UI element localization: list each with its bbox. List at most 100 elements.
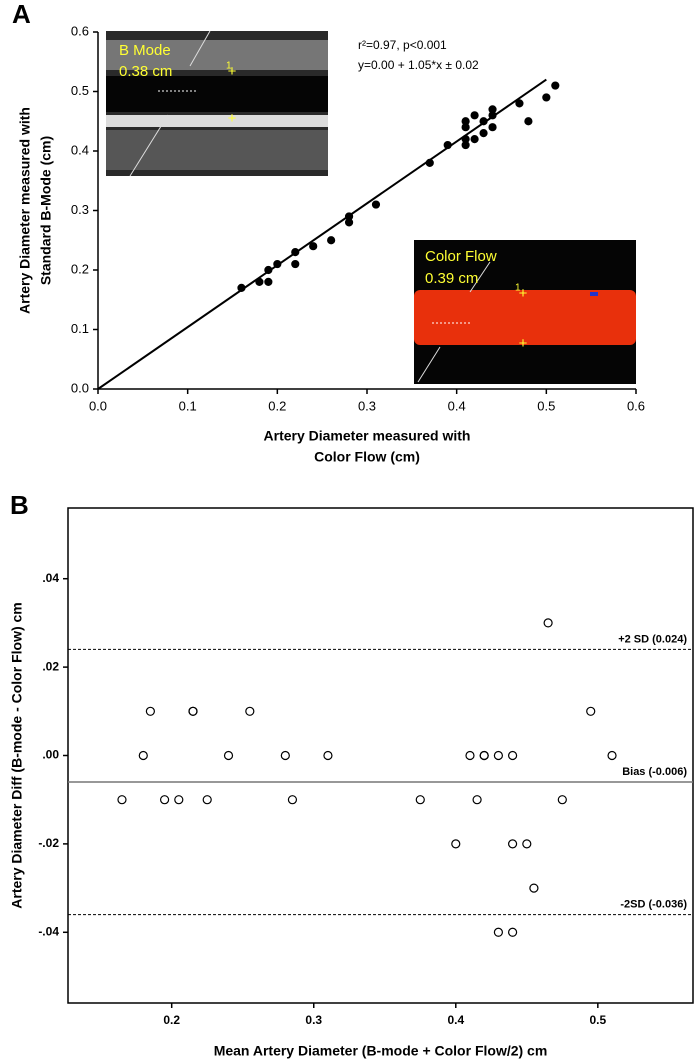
y-axis-title: Artery Diameter measured with	[17, 107, 33, 314]
data-point	[479, 117, 488, 126]
y-axis-title: Standard B-Mode (cm)	[38, 136, 54, 285]
data-point	[470, 135, 479, 144]
data-point	[273, 259, 282, 269]
y-tick-label: 0.0	[71, 380, 89, 395]
data-point	[264, 277, 273, 286]
inset-band	[106, 115, 328, 127]
data-point	[461, 135, 470, 144]
x-tick-label: 0.4	[447, 1013, 464, 1027]
x-tick-label: 0.1	[179, 398, 197, 413]
data-point	[557, 795, 567, 805]
data-point	[327, 236, 336, 245]
panel-label: B	[10, 490, 29, 520]
inset-cross: +	[228, 63, 237, 80]
inset-cross: +	[228, 110, 237, 127]
reference-label: +2 SD (0.024)	[618, 633, 687, 645]
data-point	[543, 618, 553, 628]
data-point	[461, 117, 470, 126]
x-axis-title: Color Flow (cm)	[314, 449, 420, 465]
x-tick-label: 0.2	[163, 1013, 180, 1027]
data-point	[488, 123, 497, 132]
data-point	[472, 795, 482, 805]
data-point	[145, 706, 155, 716]
data-point	[174, 795, 184, 805]
data-point	[479, 129, 488, 138]
data-point	[488, 105, 497, 114]
data-point	[159, 795, 170, 805]
x-tick-label: 0.0	[89, 398, 107, 413]
inset-measurement: 0.39 cm	[425, 270, 478, 287]
inset-pointer	[189, 30, 211, 67]
data-point	[529, 883, 539, 893]
data-point	[287, 795, 298, 805]
data-point	[465, 750, 475, 761]
y-tick-label: 0.5	[71, 83, 89, 98]
data-point	[117, 795, 127, 805]
data-point	[515, 99, 524, 108]
data-point	[309, 242, 318, 251]
x-tick-label: 0.3	[305, 1013, 322, 1027]
data-point	[607, 750, 617, 761]
y-tick-label: .04	[42, 571, 59, 585]
plot-frame	[67, 507, 694, 1004]
inset-band	[106, 40, 328, 70]
data-point	[188, 706, 198, 716]
data-point	[425, 158, 434, 167]
data-point	[443, 140, 452, 150]
x-tick-label: 0.6	[627, 398, 645, 413]
data-point	[264, 265, 273, 275]
inset-title: B Mode	[119, 42, 171, 59]
x-axis-title: Artery Diameter measured with	[264, 428, 471, 444]
inset-cross: +	[519, 285, 528, 302]
y-tick-label: -.04	[38, 924, 59, 938]
inset-pointer	[469, 261, 491, 293]
inset-pointer	[129, 114, 169, 177]
data-point	[524, 117, 533, 126]
data-point	[371, 200, 381, 209]
color-flow-inset: + + Color Flow 0.39 cm 1	[414, 240, 636, 384]
data-point	[493, 750, 503, 761]
x-tick-label: 0.5	[537, 398, 555, 413]
data-point	[291, 259, 300, 269]
y-axis-title: Artery Diameter Diff (B-mode - Color Flo…	[9, 602, 25, 908]
data-point	[280, 750, 290, 761]
y-tick-label: 0.6	[71, 23, 89, 38]
inset-band	[106, 130, 328, 170]
data-point	[551, 81, 560, 90]
b-mode-inset: + + B Mode 0.38 cm 1	[106, 30, 328, 177]
reference-label: -2SD (-0.036)	[620, 899, 687, 911]
y-tick-label: -.02	[38, 836, 59, 850]
inset-measurement: 0.38 cm	[119, 63, 172, 80]
inset-title: Color Flow	[425, 248, 497, 265]
annotation: r²=0.97, p<0.001	[358, 38, 447, 52]
inset-flow-blue	[590, 292, 598, 296]
y-tick-label: 0.2	[71, 261, 89, 276]
fit-line	[97, 78, 547, 390]
inset-marker: 1	[515, 283, 521, 294]
y-tick-label: .02	[42, 659, 59, 673]
data-point	[586, 706, 596, 716]
data-point	[237, 283, 246, 292]
data-point	[542, 93, 551, 102]
y-tick-label: .00	[42, 748, 59, 762]
x-tick-label: 0.4	[448, 398, 466, 413]
data-point	[522, 839, 532, 849]
panel-label: A	[12, 0, 31, 29]
data-point	[202, 795, 212, 805]
x-axis-title: Mean Artery Diameter (B-mode + Color Flo…	[214, 1043, 548, 1059]
y-tick-label: 0.3	[71, 202, 89, 217]
data-point	[344, 212, 354, 221]
data-point	[451, 839, 461, 849]
x-tick-label: 0.5	[589, 1013, 606, 1027]
data-point	[415, 795, 425, 805]
data-point	[508, 927, 518, 937]
reference-label: Bias (-0.006)	[622, 766, 687, 778]
data-point	[508, 839, 518, 849]
inset-pointer	[417, 346, 441, 383]
data-point	[493, 927, 503, 937]
data-point	[470, 111, 479, 120]
data-point	[255, 277, 264, 286]
data-point	[508, 750, 518, 761]
x-tick-label: 0.2	[268, 398, 286, 413]
